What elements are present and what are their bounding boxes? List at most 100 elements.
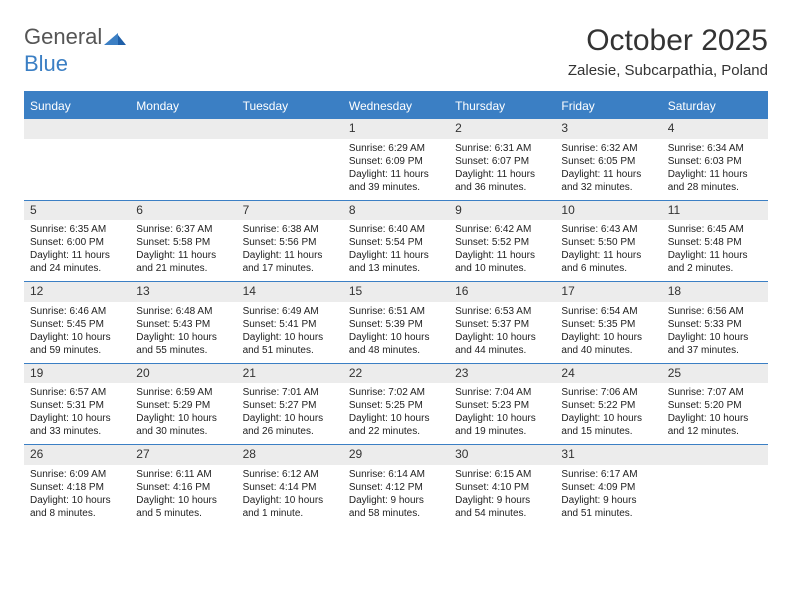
daylight2-text: and 1 minute.: [243, 507, 337, 520]
day-cell: 11Sunrise: 6:45 AMSunset: 5:48 PMDayligh…: [662, 201, 768, 282]
daylight2-text: and 30 minutes.: [136, 425, 230, 438]
sunset-text: Sunset: 5:31 PM: [30, 399, 124, 412]
day-info: Sunrise: 6:09 AMSunset: 4:18 PMDaylight:…: [24, 465, 130, 526]
day-header: Sunday: [24, 93, 130, 119]
day-info: Sunrise: 6:46 AMSunset: 5:45 PMDaylight:…: [24, 302, 130, 363]
day-cell: 15Sunrise: 6:51 AMSunset: 5:39 PMDayligh…: [343, 282, 449, 363]
daylight1-text: Daylight: 10 hours: [455, 412, 549, 425]
date-number: 17: [555, 282, 661, 302]
weeks-container: 1Sunrise: 6:29 AMSunset: 6:09 PMDaylight…: [24, 119, 768, 526]
calendar: Sunday Monday Tuesday Wednesday Thursday…: [24, 91, 768, 526]
daylight1-text: Daylight: 10 hours: [561, 412, 655, 425]
daylight2-text: and 54 minutes.: [455, 507, 549, 520]
sunset-text: Sunset: 4:16 PM: [136, 481, 230, 494]
daylight2-text: and 59 minutes.: [30, 344, 124, 357]
daylight2-text: and 10 minutes.: [455, 262, 549, 275]
day-info: Sunrise: 6:29 AMSunset: 6:09 PMDaylight:…: [343, 139, 449, 200]
day-cell: 14Sunrise: 6:49 AMSunset: 5:41 PMDayligh…: [237, 282, 343, 363]
sunset-text: Sunset: 6:00 PM: [30, 236, 124, 249]
day-cell: [237, 119, 343, 200]
date-number: 18: [662, 282, 768, 302]
sunset-text: Sunset: 5:50 PM: [561, 236, 655, 249]
daylight2-text: and 40 minutes.: [561, 344, 655, 357]
sunset-text: Sunset: 4:12 PM: [349, 481, 443, 494]
daylight1-text: Daylight: 10 hours: [349, 331, 443, 344]
day-cell: 2Sunrise: 6:31 AMSunset: 6:07 PMDaylight…: [449, 119, 555, 200]
day-header: Saturday: [662, 93, 768, 119]
daylight1-text: Daylight: 11 hours: [243, 249, 337, 262]
day-cell: 23Sunrise: 7:04 AMSunset: 5:23 PMDayligh…: [449, 364, 555, 445]
daylight2-text: and 26 minutes.: [243, 425, 337, 438]
sunrise-text: Sunrise: 6:17 AM: [561, 468, 655, 481]
sunrise-text: Sunrise: 6:51 AM: [349, 305, 443, 318]
day-cell: 19Sunrise: 6:57 AMSunset: 5:31 PMDayligh…: [24, 364, 130, 445]
day-header: Wednesday: [343, 93, 449, 119]
date-number: 15: [343, 282, 449, 302]
sunset-text: Sunset: 5:23 PM: [455, 399, 549, 412]
daylight1-text: Daylight: 11 hours: [349, 249, 443, 262]
daylight2-text: and 39 minutes.: [349, 181, 443, 194]
day-cell: 28Sunrise: 6:12 AMSunset: 4:14 PMDayligh…: [237, 445, 343, 526]
day-info: Sunrise: 6:34 AMSunset: 6:03 PMDaylight:…: [662, 139, 768, 200]
sunset-text: Sunset: 5:20 PM: [668, 399, 762, 412]
day-info: Sunrise: 6:37 AMSunset: 5:58 PMDaylight:…: [130, 220, 236, 281]
day-cell: 4Sunrise: 6:34 AMSunset: 6:03 PMDaylight…: [662, 119, 768, 200]
sunrise-text: Sunrise: 7:06 AM: [561, 386, 655, 399]
day-cell: [130, 119, 236, 200]
day-info: Sunrise: 6:17 AMSunset: 4:09 PMDaylight:…: [555, 465, 661, 526]
date-number: 27: [130, 445, 236, 465]
sunrise-text: Sunrise: 6:53 AM: [455, 305, 549, 318]
daylight1-text: Daylight: 10 hours: [561, 331, 655, 344]
day-info: Sunrise: 6:48 AMSunset: 5:43 PMDaylight:…: [130, 302, 236, 363]
day-cell: 16Sunrise: 6:53 AMSunset: 5:37 PMDayligh…: [449, 282, 555, 363]
daylight2-text: and 51 minutes.: [243, 344, 337, 357]
day-cell: 25Sunrise: 7:07 AMSunset: 5:20 PMDayligh…: [662, 364, 768, 445]
daylight1-text: Daylight: 9 hours: [561, 494, 655, 507]
sunrise-text: Sunrise: 6:09 AM: [30, 468, 124, 481]
day-info: Sunrise: 6:49 AMSunset: 5:41 PMDaylight:…: [237, 302, 343, 363]
sunrise-text: Sunrise: 6:49 AM: [243, 305, 337, 318]
week-row: 1Sunrise: 6:29 AMSunset: 6:09 PMDaylight…: [24, 119, 768, 200]
daylight2-text: and 19 minutes.: [455, 425, 549, 438]
date-number: 9: [449, 201, 555, 221]
sunrise-text: Sunrise: 6:57 AM: [30, 386, 124, 399]
day-cell: 3Sunrise: 6:32 AMSunset: 6:05 PMDaylight…: [555, 119, 661, 200]
day-info: Sunrise: 6:38 AMSunset: 5:56 PMDaylight:…: [237, 220, 343, 281]
daylight2-text: and 22 minutes.: [349, 425, 443, 438]
day-info: Sunrise: 6:12 AMSunset: 4:14 PMDaylight:…: [237, 465, 343, 526]
day-cell: 24Sunrise: 7:06 AMSunset: 5:22 PMDayligh…: [555, 364, 661, 445]
day-info: Sunrise: 7:02 AMSunset: 5:25 PMDaylight:…: [343, 383, 449, 444]
daylight2-text: and 6 minutes.: [561, 262, 655, 275]
daylight1-text: Daylight: 9 hours: [455, 494, 549, 507]
daylight2-text: and 15 minutes.: [561, 425, 655, 438]
daylight2-text: and 24 minutes.: [30, 262, 124, 275]
sunset-text: Sunset: 5:56 PM: [243, 236, 337, 249]
day-info: Sunrise: 6:54 AMSunset: 5:35 PMDaylight:…: [555, 302, 661, 363]
sunrise-text: Sunrise: 6:11 AM: [136, 468, 230, 481]
sunset-text: Sunset: 6:07 PM: [455, 155, 549, 168]
date-number: 8: [343, 201, 449, 221]
date-number: [130, 119, 236, 139]
day-cell: 12Sunrise: 6:46 AMSunset: 5:45 PMDayligh…: [24, 282, 130, 363]
day-cell: 26Sunrise: 6:09 AMSunset: 4:18 PMDayligh…: [24, 445, 130, 526]
day-info: Sunrise: 6:35 AMSunset: 6:00 PMDaylight:…: [24, 220, 130, 281]
daylight2-text: and 13 minutes.: [349, 262, 443, 275]
sunset-text: Sunset: 5:27 PM: [243, 399, 337, 412]
day-cell: 1Sunrise: 6:29 AMSunset: 6:09 PMDaylight…: [343, 119, 449, 200]
daylight1-text: Daylight: 11 hours: [349, 168, 443, 181]
daylight1-text: Daylight: 10 hours: [136, 331, 230, 344]
daylight2-text: and 12 minutes.: [668, 425, 762, 438]
date-number: 29: [343, 445, 449, 465]
sunset-text: Sunset: 5:37 PM: [455, 318, 549, 331]
daylight1-text: Daylight: 9 hours: [349, 494, 443, 507]
sunset-text: Sunset: 5:43 PM: [136, 318, 230, 331]
day-cell: 30Sunrise: 6:15 AMSunset: 4:10 PMDayligh…: [449, 445, 555, 526]
daylight1-text: Daylight: 10 hours: [243, 412, 337, 425]
day-header: Tuesday: [237, 93, 343, 119]
sunset-text: Sunset: 5:54 PM: [349, 236, 443, 249]
sunrise-text: Sunrise: 6:15 AM: [455, 468, 549, 481]
sunset-text: Sunset: 4:10 PM: [455, 481, 549, 494]
daylight2-text: and 2 minutes.: [668, 262, 762, 275]
date-number: [24, 119, 130, 139]
day-info: Sunrise: 7:04 AMSunset: 5:23 PMDaylight:…: [449, 383, 555, 444]
